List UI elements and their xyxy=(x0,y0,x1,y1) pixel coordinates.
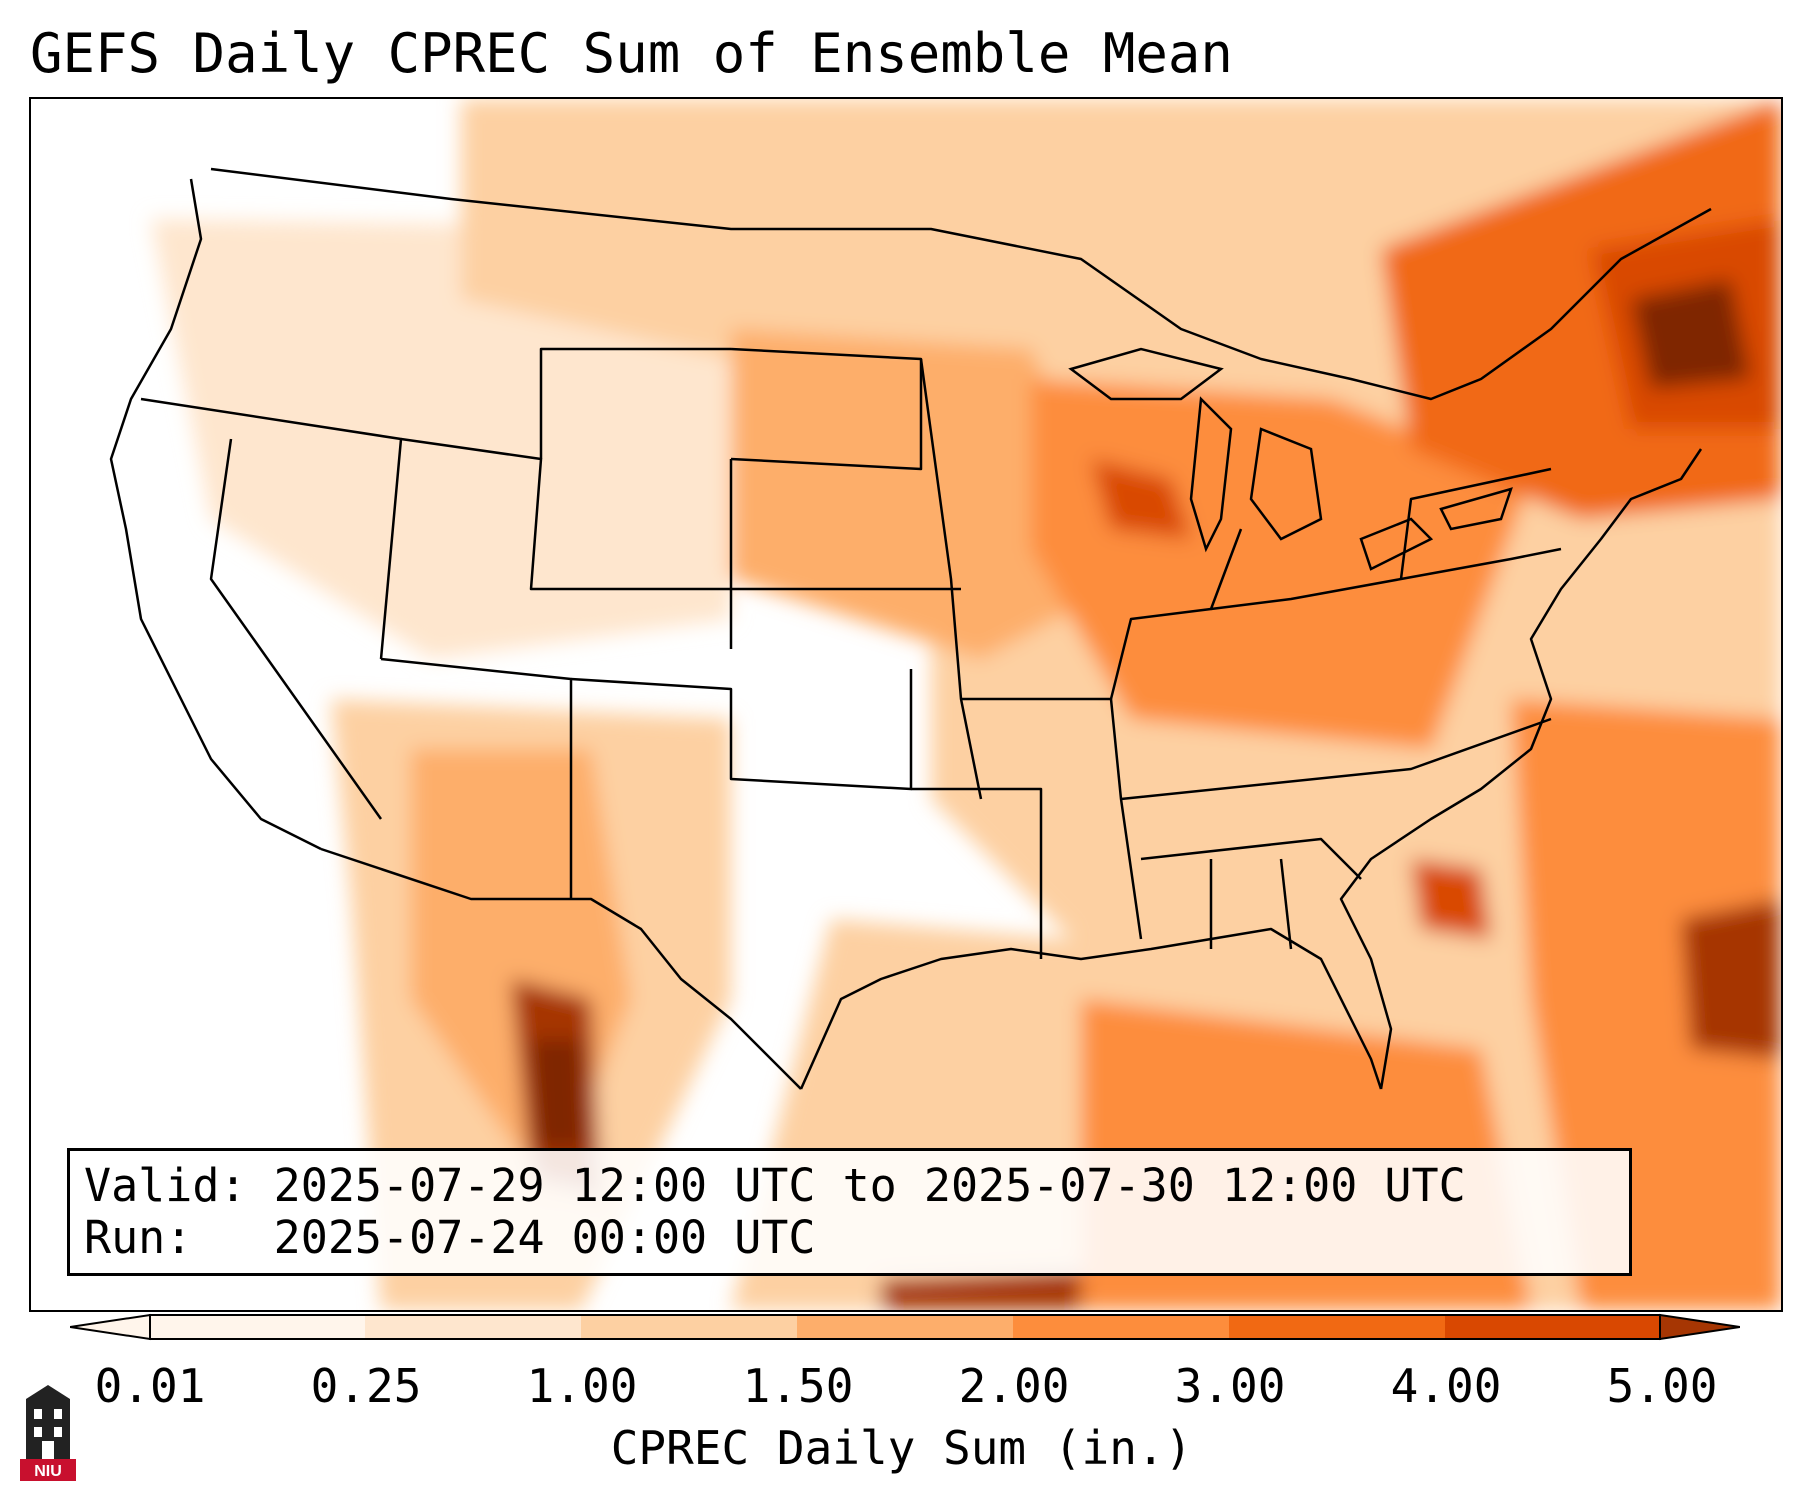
precip-map xyxy=(29,97,1783,1312)
run-time-text: Run: 2025-07-24 00:00 UTC xyxy=(84,1211,816,1264)
colorbar-tick-label: 3.00 xyxy=(1174,1359,1286,1413)
svg-text:NIU: NIU xyxy=(34,1463,62,1480)
colorbar-bin-1 xyxy=(150,1315,365,1339)
colorbar-bin-7 xyxy=(1445,1315,1660,1339)
colorbar-extend-high xyxy=(1659,1313,1740,1341)
colorbar-tick-label: 1.50 xyxy=(742,1359,854,1413)
great-lakes xyxy=(1068,347,1513,571)
colorbar-tick-label: 5.00 xyxy=(1606,1359,1718,1413)
colorbar-tick-label: 0.25 xyxy=(310,1359,422,1413)
colorbar-segments xyxy=(70,1313,1740,1341)
colorbar-tick-label: 0.01 xyxy=(94,1359,206,1413)
state-boundaries xyxy=(109,167,1712,1090)
colorbar-tick-label: 2.00 xyxy=(958,1359,1070,1413)
colorbar-label: CPREC Daily Sum (in.) xyxy=(610,1421,1193,1475)
colorbar-bin-5 xyxy=(1013,1315,1229,1339)
colorbar-tick-label: 1.00 xyxy=(526,1359,638,1413)
colorbar-bin-4 xyxy=(797,1315,1013,1339)
colorbar-bin-2 xyxy=(365,1315,581,1339)
precip-shading xyxy=(31,99,1781,1310)
colorbar xyxy=(70,1313,1740,1341)
valid-time-box: Valid: 2025-07-29 12:00 UTC to 2025-07-3… xyxy=(67,1148,1632,1276)
chart-title: GEFS Daily CPREC Sum of Ensemble Mean xyxy=(30,22,1233,85)
colorbar-tick-label: 4.00 xyxy=(1390,1359,1502,1413)
colorbar-bin-6 xyxy=(1229,1315,1445,1339)
valid-time-text: Valid: 2025-07-29 12:00 UTC to 2025-07-3… xyxy=(84,1159,1466,1212)
precip-field xyxy=(31,99,1781,1310)
colorbar-extend-low xyxy=(70,1313,151,1341)
colorbar-bin-3 xyxy=(581,1315,797,1339)
niu-tower-logo-icon: NIU xyxy=(20,1385,76,1481)
